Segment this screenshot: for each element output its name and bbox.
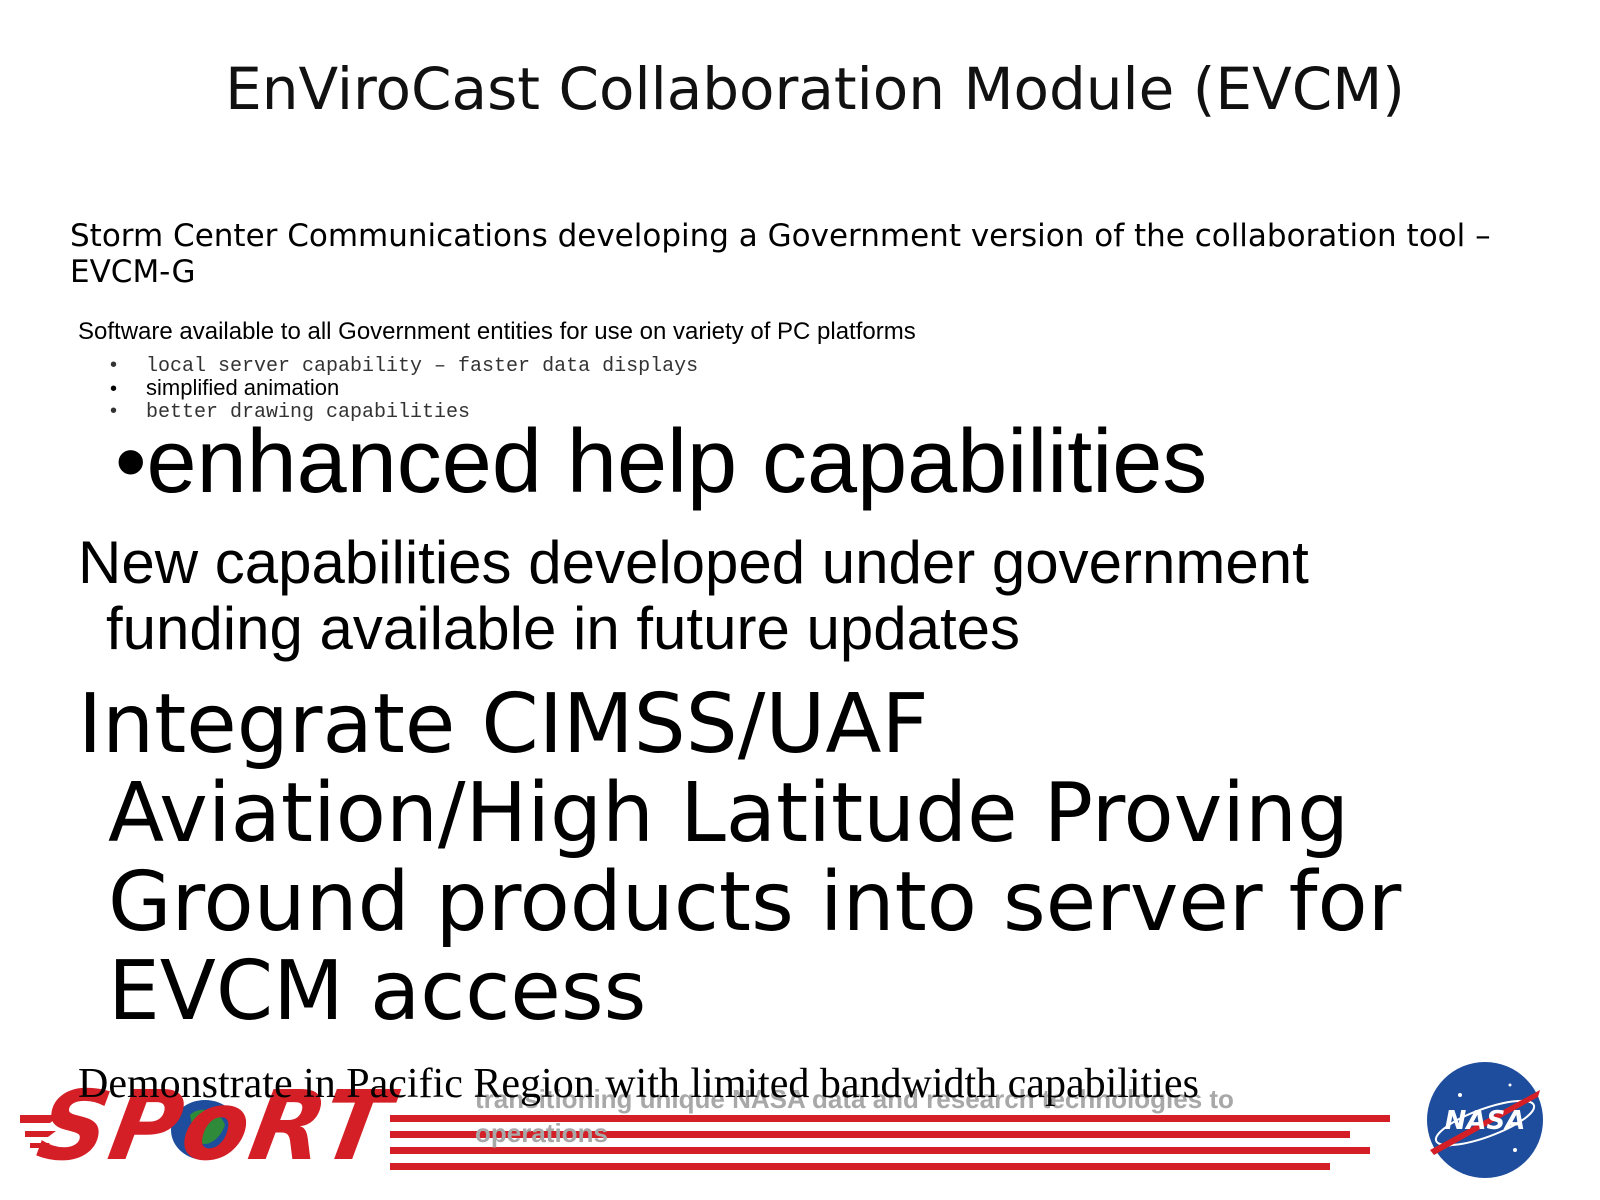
integrate-line-3: Ground products into server for	[108, 855, 1402, 950]
bullet-text: simplified animation	[146, 375, 340, 400]
footer-stripe	[390, 1163, 1330, 1170]
storm-center-paragraph: Storm Center Communications developing a…	[70, 218, 1491, 290]
footer-stripe	[390, 1147, 1370, 1154]
new-capabilities-paragraph: New capabilities developed under governm…	[78, 530, 1518, 662]
sport-logo-swoosh	[20, 1100, 239, 1160]
bullet-marker: •	[110, 378, 118, 400]
new-capabilities-line-1: New capabilities developed under governm…	[78, 529, 1309, 596]
bullet-text: better drawing capabilities	[146, 401, 471, 424]
bullet-marker: •	[110, 400, 118, 422]
bullet-local-server: • local server capability – faster data d…	[110, 354, 698, 378]
integrate-paragraph: Integrate CIMSS/UAF Aviation/High Latitu…	[78, 680, 1518, 1036]
software-paragraph: Software available to all Government ent…	[78, 318, 916, 345]
bullet-enhanced-help: •enhanced help capabilities	[115, 412, 1207, 512]
bullet-simplified-animation: • simplified animation	[110, 375, 339, 401]
integrate-line-1: Integrate CIMSS/UAF	[78, 677, 929, 772]
new-capabilities-line-2: funding available in future updates	[106, 595, 1021, 662]
integrate-line-2: Aviation/High Latitude Proving	[108, 766, 1350, 861]
footer-stripe	[390, 1131, 1350, 1138]
bullet-marker: •	[115, 412, 147, 512]
nasa-logo-text: NASA	[1445, 1106, 1526, 1136]
bullet-marker: •	[110, 354, 118, 376]
nasa-logo: NASA	[1427, 1062, 1543, 1178]
footer-tagline: transitioning unique NASA data and resea…	[475, 1084, 1234, 1148]
slide-title: EnViroCast Collaboration Module (EVCM)	[225, 55, 1405, 123]
integrate-line-4: EVCM access	[108, 944, 647, 1039]
footer-stripe	[390, 1115, 1390, 1122]
bullet-text: enhanced help capabilities	[146, 412, 1208, 512]
bullet-better-drawing: • better drawing capabilities	[110, 400, 470, 424]
demonstrate-paragraph: Demonstrate in Pacific Region with limit…	[78, 1061, 1199, 1107]
bullet-text: local server capability – faster data di…	[146, 355, 699, 378]
